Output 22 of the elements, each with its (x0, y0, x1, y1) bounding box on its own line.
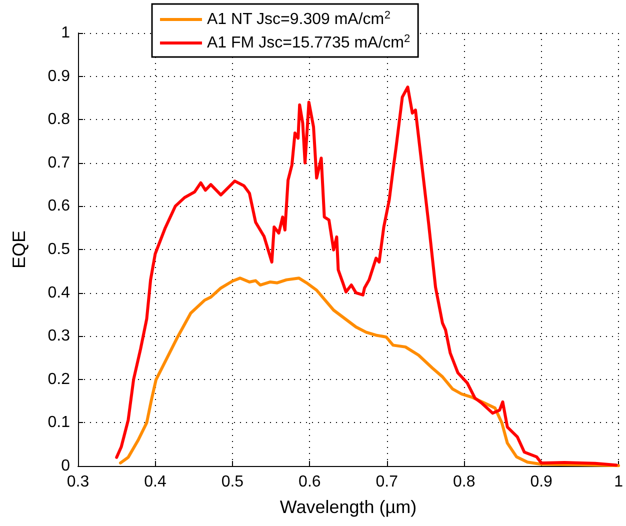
line-series (118, 276, 620, 468)
x-tick-label: 0.7 (376, 474, 398, 490)
y-tick-label: 0.3 (48, 328, 70, 345)
x-tick-label: 0.5 (221, 474, 244, 490)
y-tick-label: 0.1 (48, 414, 70, 432)
x-tick-label: 0.6 (298, 474, 321, 490)
y-tick-label: 0.4 (48, 284, 70, 302)
y-tick-label: 0.8 (48, 111, 70, 128)
line-series (115, 86, 618, 467)
x-tick-label: 0.9 (530, 474, 553, 490)
x-tick-label: 0.4 (144, 474, 166, 490)
y-tick-label: 0.9 (48, 68, 70, 85)
x-axis-title: Wavelength (µm) (280, 497, 417, 517)
y-tick-label: 0 (61, 458, 70, 474)
y-tick-label: 0.2 (48, 370, 70, 388)
x-tick-label: 0.8 (452, 474, 476, 490)
y-tick-label: 0.7 (48, 154, 70, 172)
y-tick-label: 1 (61, 24, 70, 42)
x-tick-label: 1 (614, 474, 624, 490)
y-tick-label: 0.6 (48, 198, 70, 215)
y-axis-title: EQE (9, 230, 29, 269)
y-tick-label: 0.5 (48, 241, 70, 258)
